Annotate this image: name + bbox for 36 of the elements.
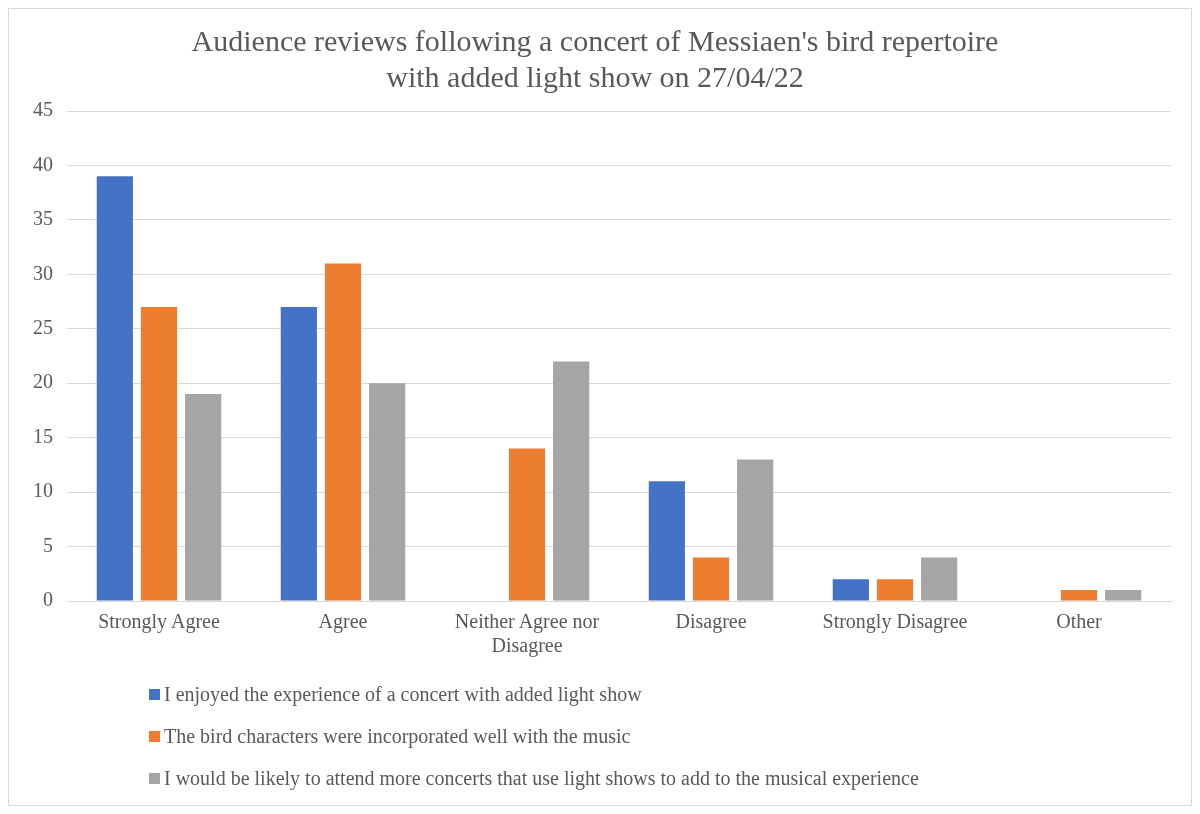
y-tick-label: 40 [33,152,53,175]
bar [508,448,546,601]
bar [737,459,774,601]
bar [1105,590,1142,601]
bar [876,579,914,601]
x-tick-label: Strongly Disagree [822,610,968,634]
y-tick-label: 0 [43,588,53,611]
bar [324,263,362,601]
y-tick-label: 20 [33,370,53,393]
y-tick-label: 5 [43,533,53,556]
bar [1060,590,1098,601]
x-tick-label: Disagree [675,610,747,634]
x-tick-label: Agree [318,610,368,634]
y-tick-label: 35 [33,207,53,230]
bar [96,176,133,601]
bar [921,557,958,601]
chart-title: Audience reviews following a concert of Messiaen's bird repertoire with added light show on 27/04/22 [191,23,999,93]
bar [692,557,730,601]
bar [280,307,317,601]
y-tick-label: 15 [33,424,53,447]
bar [140,307,178,601]
bar [553,361,590,601]
y-tick-label: 10 [33,479,53,502]
x-tick-label: Other [1056,610,1103,633]
bar [832,579,869,601]
bar [185,394,222,601]
x-tick-label: Neither Agree nor Disagree [454,610,600,658]
legend-label: I enjoyed the experience of a concert with added light show [164,682,642,706]
x-tick-label: Strongly Agree [98,610,220,634]
legend-label: The bird characters were incorporated well with the music [164,724,631,748]
bar [648,481,685,601]
y-tick-label: 25 [33,316,53,339]
y-tick-label: 30 [33,261,53,284]
y-tick-label: 45 [33,98,53,121]
bar [369,383,406,601]
legend-label: I would be likely to attend more concerts that use light shows to add to the musical experience [164,766,919,790]
